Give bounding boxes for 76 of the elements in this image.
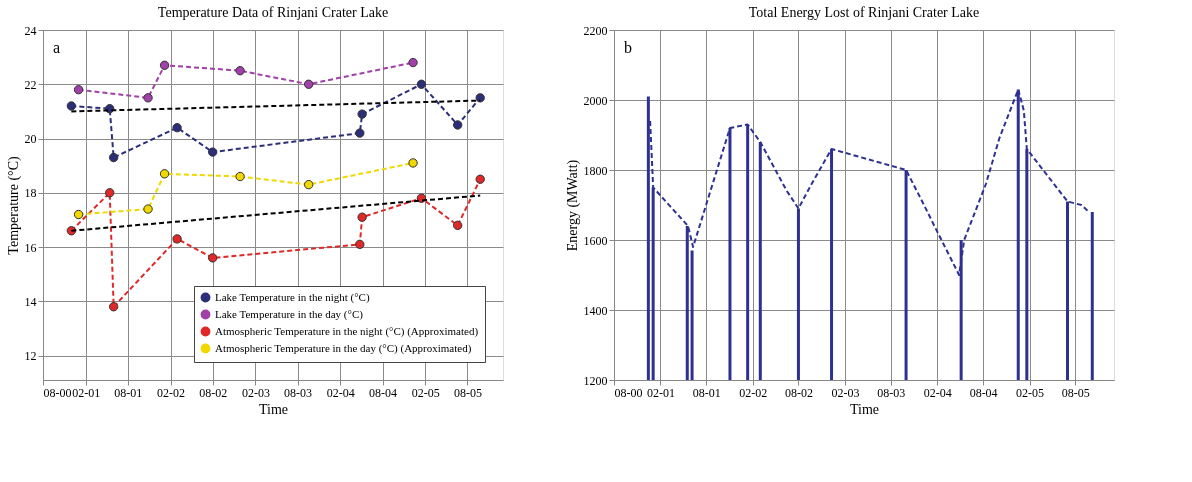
point bbox=[475, 174, 485, 184]
point bbox=[416, 79, 427, 89]
point bbox=[143, 204, 153, 214]
x-tick-label: 08-02 bbox=[199, 385, 228, 400]
x-tick-label: 08-00 bbox=[43, 385, 72, 400]
point bbox=[475, 93, 485, 103]
chart-title: Temperature Data of Rinjani Crater Lake bbox=[157, 5, 389, 20]
x-axis-title: Time bbox=[258, 401, 289, 417]
point bbox=[452, 220, 463, 231]
point bbox=[304, 79, 314, 89]
y-tick-label: 14 bbox=[24, 294, 37, 309]
point bbox=[172, 234, 182, 244]
point bbox=[208, 253, 218, 263]
x-tick-label: 08-01 bbox=[114, 385, 143, 400]
y-tick-label: 12 bbox=[24, 349, 37, 364]
x-tick-label: 02-01 bbox=[72, 385, 101, 400]
point bbox=[159, 169, 170, 179]
y-tick-label: 22 bbox=[24, 77, 37, 92]
point bbox=[108, 152, 119, 163]
point bbox=[357, 212, 367, 222]
y-tick-label: 2200 bbox=[583, 23, 608, 38]
point bbox=[105, 188, 115, 198]
x-tick-label: 02-04 bbox=[326, 385, 355, 400]
point bbox=[172, 123, 182, 133]
chart-title: Total Energy Lost of Rinjani Crater Lake bbox=[748, 5, 980, 20]
y-tick-label: 18 bbox=[24, 186, 37, 201]
x-tick-label: 02-02 bbox=[739, 385, 768, 400]
y-axis-title: Temperature (°C) bbox=[5, 156, 22, 255]
y-tick-label: 2000 bbox=[583, 93, 608, 108]
legend-label: Atmospheric Temperature in the day (°C) (Approximated) bbox=[215, 341, 472, 355]
point bbox=[304, 179, 314, 190]
y-tick-label: 1600 bbox=[583, 233, 608, 248]
x-tick-label: 02-05 bbox=[1016, 385, 1045, 400]
y-axis-title: Energy (MWatt) bbox=[564, 159, 581, 252]
point bbox=[208, 147, 218, 157]
x-tick-label: 02-03 bbox=[241, 385, 270, 400]
point bbox=[235, 66, 245, 76]
x-tick-label: 02-05 bbox=[411, 385, 440, 400]
x-tick-label: 08-03 bbox=[877, 385, 906, 400]
y-tick-label: 1800 bbox=[583, 163, 608, 178]
point bbox=[408, 57, 418, 68]
x-axis-title: Time bbox=[849, 401, 880, 417]
point bbox=[357, 109, 367, 119]
x-tick-label: 08-03 bbox=[284, 385, 313, 400]
point bbox=[235, 171, 245, 182]
point bbox=[73, 209, 84, 220]
x-tick-label: 02-01 bbox=[646, 385, 675, 400]
point bbox=[159, 60, 170, 70]
point bbox=[408, 158, 418, 168]
point bbox=[108, 302, 119, 312]
point bbox=[66, 101, 77, 111]
x-tick-label: 02-04 bbox=[923, 385, 952, 400]
point bbox=[143, 93, 153, 103]
legend-label: Atmospheric Temperature in the night (°C) (Approximated) bbox=[215, 324, 479, 338]
x-tick-label: 02-03 bbox=[831, 385, 860, 400]
y-tick-label: 24 bbox=[24, 23, 37, 38]
x-tick-label: 08-01 bbox=[692, 385, 721, 400]
point bbox=[355, 128, 365, 138]
y-tick-label: 20 bbox=[24, 132, 37, 147]
x-tick-label: 02-02 bbox=[157, 385, 186, 400]
x-tick-label: 08-04 bbox=[969, 385, 998, 400]
point bbox=[452, 120, 463, 130]
x-tick-label: 08-04 bbox=[369, 385, 398, 400]
legend-label: Lake Temperature in the day (°C) bbox=[215, 307, 364, 321]
point bbox=[73, 85, 84, 95]
x-tick-label: 08-00 bbox=[614, 385, 643, 400]
y-tick-label: 16 bbox=[24, 240, 37, 255]
legend-label: Lake Temperature in the night (°C) bbox=[215, 290, 370, 304]
annotation: a bbox=[53, 39, 61, 56]
x-tick-label: 08-05 bbox=[453, 385, 482, 400]
y-tick-label: 1400 bbox=[583, 303, 608, 318]
y-tick-label: 1200 bbox=[583, 373, 608, 388]
point bbox=[355, 239, 365, 250]
x-tick-label: 08-02 bbox=[784, 385, 813, 400]
annotation: b bbox=[624, 39, 632, 56]
x-tick-label: 08-05 bbox=[1061, 385, 1090, 400]
